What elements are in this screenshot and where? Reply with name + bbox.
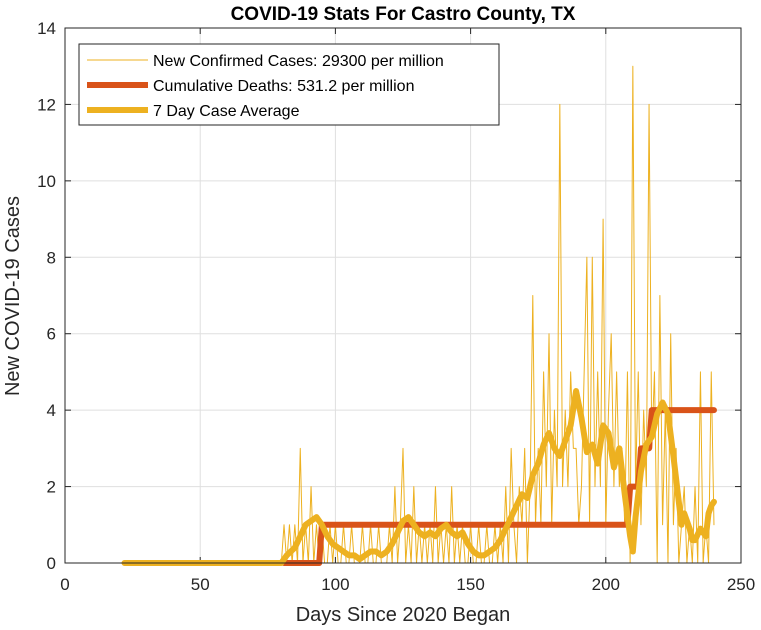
y-tick-label: 0 <box>47 554 56 573</box>
tick-labels: 0 50 100 150 200 250 0 2 4 6 8 10 12 14 <box>37 19 755 594</box>
legend-label-7day: 7 Day Case Average <box>153 103 300 120</box>
y-tick-label: 8 <box>47 248 56 267</box>
y-tick-label: 10 <box>37 172 56 191</box>
legend-box <box>78 43 500 126</box>
chart-title: COVID-19 Stats For Castro County, TX <box>231 4 576 25</box>
y-axis-label: New COVID-19 Cases <box>2 196 24 396</box>
y-tick-label: 12 <box>37 95 56 114</box>
legend-label-deaths: Cumulative Deaths: 531.2 per million <box>153 78 414 95</box>
axes-box <box>64 27 742 564</box>
x-tick-label: 150 <box>456 575 484 594</box>
x-tick-label: 200 <box>592 575 620 594</box>
y-tick-label: 14 <box>37 19 56 38</box>
legend: New Confirmed Cases: 29300 per million C… <box>78 43 500 126</box>
y-tick-label: 6 <box>47 325 56 344</box>
plot-area <box>121 65 717 566</box>
x-tick-label: 250 <box>727 575 755 594</box>
x-tick-label: 0 <box>60 575 69 594</box>
series-line-new-cases <box>123 65 715 564</box>
x-axis-label: Days Since 2020 Began <box>296 604 511 626</box>
x-tick-label: 100 <box>321 575 349 594</box>
y-tick-label: 4 <box>47 401 56 420</box>
legend-label-new-cases: New Confirmed Cases: 29300 per million <box>153 53 444 70</box>
series-line-7day-average <box>121 388 717 566</box>
y-tick-label: 2 <box>47 478 56 497</box>
series-line-deaths <box>281 407 717 566</box>
x-tick-label: 50 <box>191 575 210 594</box>
